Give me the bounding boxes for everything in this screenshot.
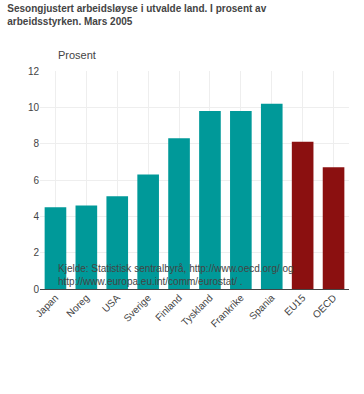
svg-text:Finland: Finland — [153, 292, 184, 323]
svg-text:0: 0 — [33, 284, 39, 295]
svg-text:OECD: OECD — [310, 292, 338, 320]
svg-text:Japan: Japan — [33, 292, 60, 319]
svg-text:Frankrike: Frankrike — [209, 292, 247, 330]
svg-text:Tyskland: Tyskland — [179, 292, 215, 328]
svg-text:4: 4 — [33, 211, 39, 222]
svg-text:EU15: EU15 — [282, 292, 308, 318]
svg-text:2: 2 — [33, 247, 39, 258]
svg-text:Spania: Spania — [247, 292, 277, 322]
svg-text:Kjelde: Statistisk sentralbyrå: Kjelde: Statistisk sentralbyrå, http://w… — [58, 263, 294, 287]
svg-text:6: 6 — [33, 175, 39, 186]
svg-text:Prosent: Prosent — [58, 49, 96, 61]
svg-text:Noreg: Noreg — [64, 292, 91, 319]
svg-text:10: 10 — [28, 102, 40, 113]
svg-text:8: 8 — [33, 138, 39, 149]
svg-text:USA: USA — [100, 292, 123, 315]
svg-text:12: 12 — [28, 66, 40, 77]
svg-text:Sverige: Sverige — [121, 292, 153, 324]
svg-text:Sesongjustert arbeidsløyse i u: Sesongjustert arbeidsløyse i utvalde lan… — [7, 3, 266, 27]
